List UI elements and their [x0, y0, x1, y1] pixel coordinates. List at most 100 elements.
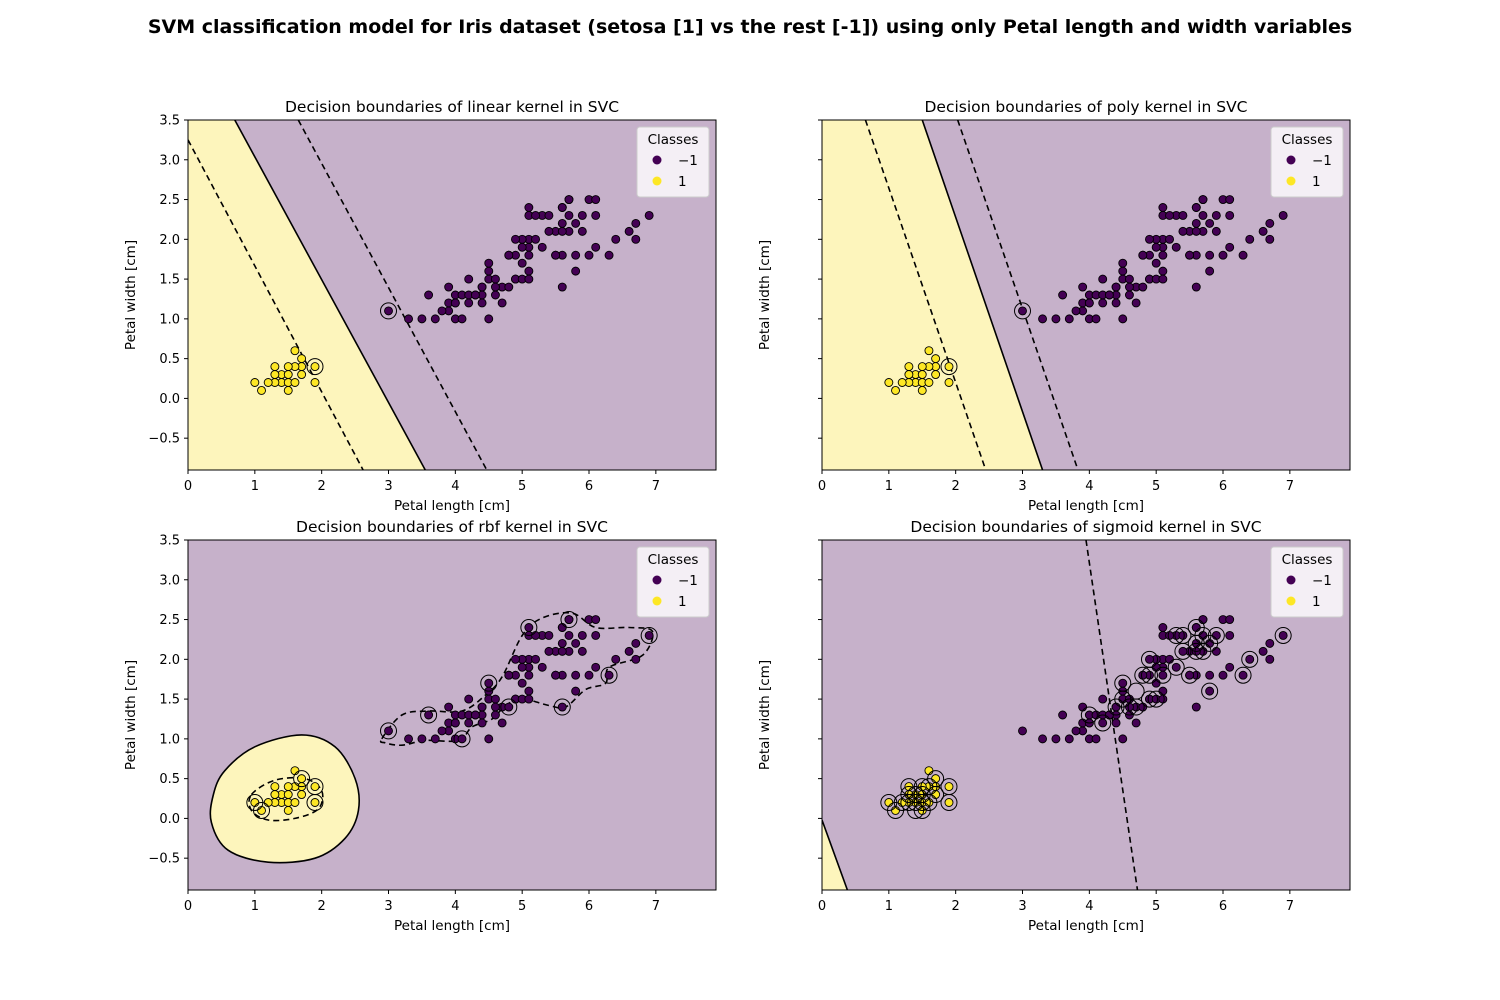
point-class-neg: [557, 226, 567, 236]
support-vector: [500, 698, 518, 716]
point-class-pos: [290, 798, 300, 807]
subplot-1: 0 1 2 3 4 5 6 7 −0.5 0.0 0.5 1.0 1.5 2.0 2.5 3.0 3.5 Deci…: [123, 98, 717, 514]
point-class-neg: [1218, 250, 1228, 260]
decision-boundary: [234, 120, 426, 470]
point-class-pos: [283, 386, 293, 395]
point-class-neg: [1225, 195, 1235, 204]
point-class-neg: [437, 726, 447, 736]
point-class-pos: [917, 386, 927, 395]
x-tick-label: 1: [885, 479, 893, 494]
point-class-neg: [457, 734, 467, 744]
point-class-neg: [611, 234, 621, 244]
point-class-neg: [591, 211, 601, 220]
legend-label: −1: [1312, 573, 1332, 589]
margin-line-2: [297, 120, 488, 470]
y-tick-label: −0.5: [148, 432, 180, 447]
point-class-neg: [484, 258, 494, 268]
legend-marker: [652, 176, 662, 186]
support-vector: [1187, 642, 1205, 660]
y-tick-label: 1.0: [159, 312, 180, 327]
point-class-neg: [1158, 623, 1168, 632]
point-class-neg: [477, 702, 487, 712]
point-class-neg: [1124, 282, 1134, 292]
x-tick-label: 2: [952, 899, 960, 914]
point-class-neg: [1191, 218, 1201, 228]
x-tick-label: 1: [251, 479, 259, 494]
y-tick-label: 1.5: [159, 273, 180, 288]
point-class-neg: [424, 710, 434, 720]
point-class-neg: [1205, 218, 1215, 228]
point-class-neg: [1191, 226, 1201, 236]
point-class-neg: [417, 314, 427, 324]
point-class-neg: [484, 678, 494, 688]
point-class-neg: [1158, 203, 1168, 212]
point-class-neg: [1151, 258, 1161, 268]
point-class-neg: [497, 298, 507, 308]
x-axis-label: Petal length [cm]: [1028, 498, 1144, 514]
point-class-neg: [537, 242, 547, 252]
point-class-neg: [624, 646, 634, 656]
point-class-pos: [310, 798, 320, 807]
point-class-neg: [1098, 694, 1108, 704]
point-class-neg: [1225, 211, 1235, 220]
point-class-neg: [1111, 718, 1121, 728]
point-class-pos: [297, 370, 307, 379]
y-tick-label: 0.5: [159, 352, 180, 367]
point-class-pos: [944, 782, 954, 792]
point-class-neg: [571, 638, 581, 648]
point-class-neg: [477, 282, 487, 292]
y-tick-label: 0.0: [159, 392, 180, 407]
margin-line-1: [864, 120, 987, 470]
point-class-neg: [490, 274, 500, 284]
point-class-neg: [1158, 266, 1168, 276]
point-class-neg: [490, 710, 500, 720]
support-vector: [1201, 682, 1219, 700]
point-class-neg: [571, 218, 581, 228]
point-class-neg: [1058, 290, 1068, 300]
point-class-neg: [1218, 670, 1228, 680]
point-class-neg: [1038, 314, 1048, 324]
point-class-neg: [1165, 234, 1174, 244]
point-class-neg: [1084, 298, 1094, 308]
support-vector: [940, 778, 958, 796]
legend-label: −1: [678, 153, 698, 169]
plot-area: [209, 611, 658, 864]
point-class-neg: [517, 242, 527, 252]
point-class-neg: [484, 734, 494, 744]
support-vector: [1167, 626, 1185, 644]
point-class-neg: [524, 623, 534, 632]
point-class-pos: [283, 806, 293, 815]
point-class-neg: [1265, 638, 1275, 648]
support-vector: [453, 730, 471, 748]
point-class-pos: [884, 378, 894, 387]
point-class-neg: [1118, 266, 1128, 276]
point-class-neg: [524, 694, 534, 704]
point-class-neg: [417, 734, 427, 744]
point-class-neg: [1051, 734, 1061, 744]
point-class-neg: [424, 290, 434, 300]
point-class-neg: [1145, 234, 1154, 244]
point-class-neg: [504, 250, 514, 260]
point-class-neg: [557, 282, 567, 292]
point-class-neg: [591, 615, 601, 624]
margin-line-1: [1085, 540, 1139, 890]
point-class-pos: [257, 386, 266, 395]
x-axis-label: Petal length [cm]: [1028, 918, 1144, 934]
point-class-neg: [464, 274, 474, 284]
point-class-neg: [450, 298, 460, 308]
x-tick-label: 4: [451, 479, 459, 494]
point-class-neg: [1138, 250, 1148, 260]
point-class-pos: [270, 782, 280, 792]
point-class-neg: [604, 250, 614, 260]
legend-label: 1: [1312, 594, 1321, 610]
subplot-title: Decision boundaries of poly kernel in SV…: [924, 98, 1247, 116]
point-class-neg: [1191, 282, 1201, 292]
point-class-neg: [1238, 250, 1248, 260]
point-class-neg: [1098, 298, 1108, 308]
point-class-pos: [283, 782, 293, 792]
point-class-pos: [310, 378, 320, 387]
x-tick-label: 3: [1018, 899, 1026, 914]
support-vector: [1234, 666, 1252, 684]
axes-frame: [187, 119, 717, 471]
support-vector: [1241, 650, 1259, 668]
